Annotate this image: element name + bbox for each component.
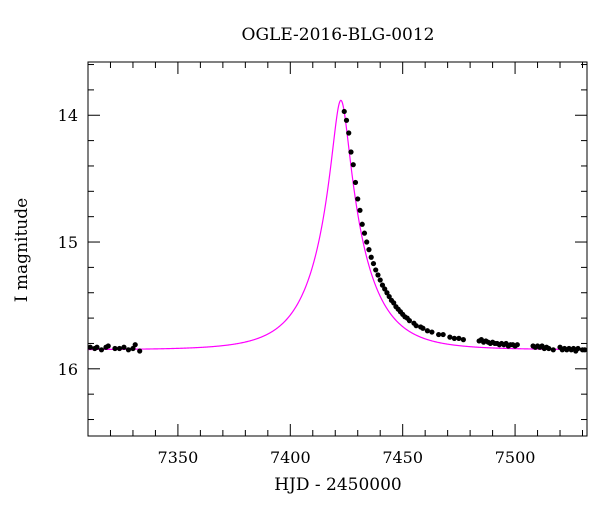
data-point (94, 344, 100, 350)
data-point (355, 196, 361, 202)
data-point (436, 331, 442, 338)
data-point (105, 343, 111, 349)
data-point (348, 149, 354, 155)
data-point (447, 334, 453, 340)
data-point (413, 323, 419, 329)
x-tick-label: 7350 (158, 448, 199, 467)
data-point (420, 325, 426, 331)
data-point (116, 345, 123, 352)
data-point (375, 272, 381, 278)
plot-frame (87, 61, 588, 437)
data-point (460, 337, 466, 343)
data-point (352, 179, 359, 186)
data-point (361, 230, 368, 236)
data-point (366, 247, 372, 253)
data-point (343, 117, 350, 123)
data-point (391, 300, 397, 306)
data-point (582, 347, 587, 353)
data-point (377, 277, 383, 283)
data-point (346, 130, 352, 136)
y-tick-label: 16 (58, 360, 78, 379)
data-point (98, 347, 105, 353)
x-tick-label: 7400 (270, 448, 311, 467)
data-point (514, 342, 520, 348)
data-point (112, 345, 118, 352)
data-point (386, 293, 392, 300)
data-point (382, 286, 388, 292)
y-axis-label: I magnitude (12, 198, 32, 302)
data-point (130, 345, 136, 352)
x-tick-label: 7500 (495, 448, 536, 467)
data-point (575, 345, 581, 352)
data-point (370, 260, 377, 267)
data-point (359, 221, 365, 227)
data-point (546, 345, 552, 352)
chart-title: OGLE-2016-BLG-0012 (242, 25, 435, 45)
data-point (406, 318, 413, 324)
x-tick-label: 7450 (382, 448, 423, 467)
data-point (341, 108, 347, 115)
data-point (88, 344, 93, 350)
data-point (451, 335, 457, 341)
data-point (368, 254, 374, 260)
data-point (125, 347, 132, 353)
data-point (121, 344, 127, 350)
data-point (137, 348, 143, 354)
data-point (350, 162, 356, 168)
data-point (357, 207, 363, 213)
data-point (373, 267, 379, 273)
x-axis-label: HJD - 2450000 (274, 475, 402, 495)
tick-labels: 7350 7400 7450 7500 14 15 16 (58, 106, 536, 467)
y-tick-label: 14 (58, 106, 78, 125)
plot-area (88, 99, 587, 354)
data-points (88, 108, 587, 354)
data-point (132, 342, 138, 348)
data-point (440, 331, 446, 338)
y-tick-label: 15 (58, 233, 78, 252)
data-point (384, 290, 390, 296)
data-point (424, 328, 431, 334)
data-point (456, 335, 462, 341)
data-point (429, 329, 435, 335)
data-point (550, 347, 556, 353)
model-curve (88, 99, 587, 351)
data-point (364, 239, 370, 245)
axis-ticks (87, 62, 587, 436)
data-point (379, 282, 386, 288)
